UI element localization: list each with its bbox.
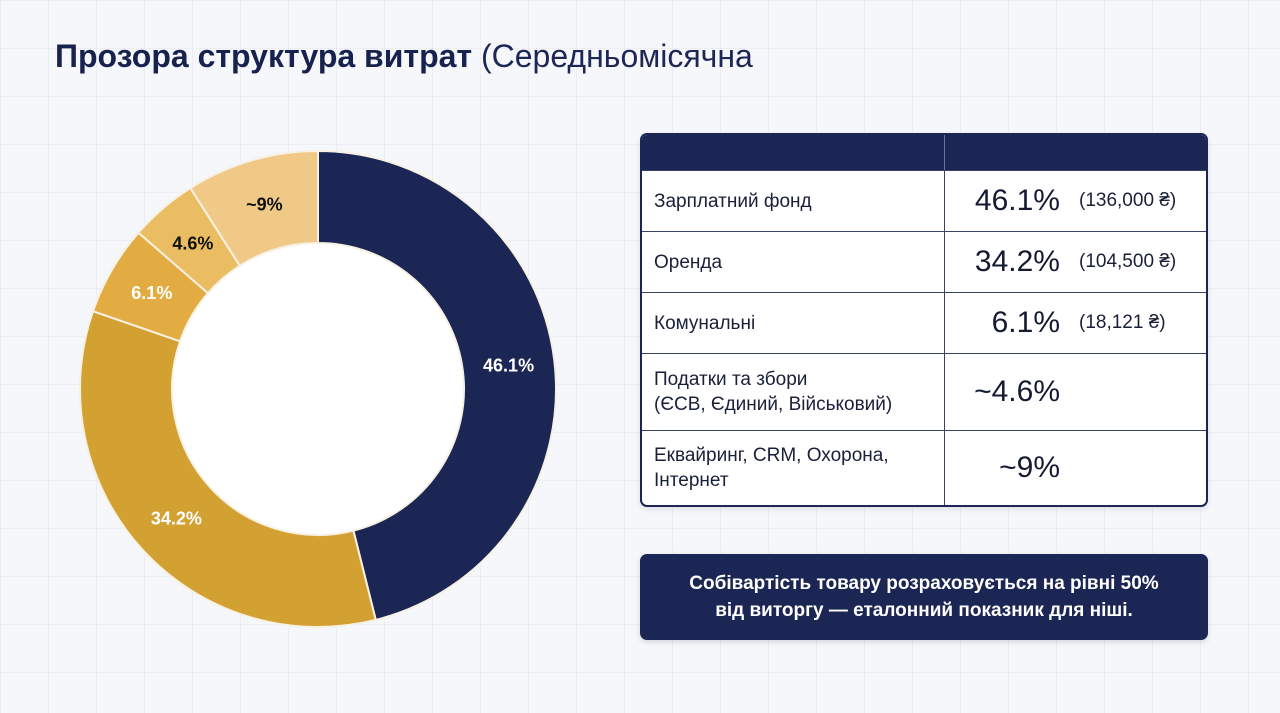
table-row: Податки та збори (ЄСВ, Єдиний, Військови…	[642, 353, 1206, 430]
row-label: Зарплатний фонд	[654, 190, 812, 212]
column-divider	[944, 431, 945, 505]
title-main: Прозора структура витрат	[55, 38, 473, 74]
note-text: Собівартість товару розраховується на рі…	[689, 573, 1159, 621]
table-row: Оренда 34.2% (104,500 ₴)	[642, 231, 1206, 292]
donut-slice-1	[79, 309, 377, 628]
row-label: Оренда	[654, 251, 723, 273]
column-divider	[944, 293, 945, 353]
row-label: Еквайринг, CRM, Охорона, Інтернет	[654, 445, 889, 491]
row-percent: 34.2%	[974, 245, 1060, 278]
donut-slices	[79, 149, 557, 628]
donut-label-1: 34.2%	[151, 509, 202, 529]
row-label: Податки та збори (ЄСВ, Єдиний, Військови…	[654, 369, 893, 415]
row-percent: ~9%	[999, 451, 1060, 484]
row-percent: ~4.6%	[974, 375, 1060, 408]
column-divider	[944, 354, 945, 430]
table-row: Еквайринг, CRM, Охорона, Інтернет ~9%	[642, 430, 1206, 505]
donut-hole	[173, 244, 463, 534]
donut-labels: 46.1% 34.2% 6.1% 4.6% ~9%	[131, 195, 534, 529]
row-percent: 6.1%	[991, 306, 1060, 339]
table-row: Зарплатний фонд 46.1% (136,000 ₴)	[642, 170, 1206, 231]
row-label: Комунальні	[654, 312, 756, 334]
column-divider	[944, 232, 945, 292]
donut-slice-4	[189, 149, 319, 268]
donut-label-4: ~9%	[246, 195, 283, 215]
row-percent: 46.1%	[974, 184, 1060, 217]
donut-chart: 46.1% 34.2% 6.1% 4.6% ~9%	[79, 149, 557, 628]
row-amount: (18,121 ₴)	[1079, 312, 1166, 333]
donut-label-3: 4.6%	[172, 233, 213, 253]
donut-label-0: 46.1%	[483, 356, 534, 376]
header-cell-category	[642, 135, 944, 170]
title-sub: (Середньомісячна	[480, 38, 753, 74]
donut-label-2: 6.1%	[131, 283, 172, 303]
cost-note-banner: Собівартість товару розраховується на рі…	[640, 554, 1208, 640]
row-amount: (104,500 ₴)	[1079, 251, 1177, 272]
cost-table: Зарплатний фонд 46.1% (136,000 ₴) Оренда…	[640, 133, 1208, 507]
donut-slice-0	[317, 149, 557, 622]
column-divider	[944, 171, 945, 231]
header-cell-share	[944, 135, 1206, 170]
table-row: Комунальні 6.1% (18,121 ₴)	[642, 292, 1206, 353]
table-header	[642, 135, 1206, 170]
row-amount: (136,000 ₴)	[1079, 190, 1177, 211]
page-title: Прозора структура витрат (Середньомісячн…	[55, 34, 753, 78]
